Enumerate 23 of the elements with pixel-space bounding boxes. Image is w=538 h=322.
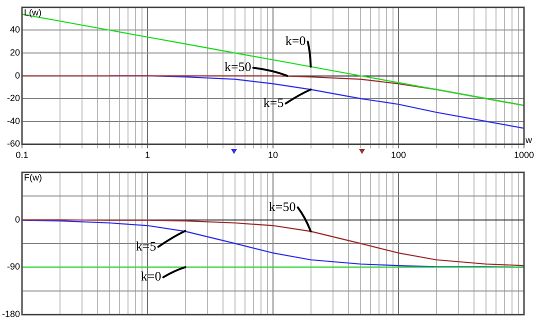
x-tick-label: 1 [144, 150, 150, 160]
y-tick-label: 0 [14, 70, 20, 80]
y-tick-label: -60 [6, 138, 20, 149]
y-tick-label: 20 [10, 47, 20, 58]
y-tick-label: 0 [14, 214, 20, 224]
y-tick-label: -90 [6, 262, 20, 272]
y-tick-label: 40 [10, 24, 20, 35]
y-tick-label: -40 [6, 116, 20, 126]
x-tick-label: 100 [390, 150, 406, 160]
y-tick-label: -180 [2, 309, 20, 320]
y-axis-title: L(w) [24, 7, 42, 18]
x-tick-label: 0.1 [16, 150, 28, 160]
annotation: k=5 [136, 238, 156, 254]
annotation: k=0 [140, 268, 162, 284]
y-tick-label: -20 [6, 93, 20, 104]
annotation: k=50 [268, 198, 296, 214]
x-tick-label: 1000 [514, 150, 534, 160]
x-tick-label: 10 [268, 150, 278, 160]
annotation: k=0 [285, 33, 306, 48]
x-axis-title: w [524, 135, 532, 146]
annotation: k=50 [224, 59, 252, 74]
y-axis-title: F(w) [24, 172, 42, 182]
annotation: k=5 [263, 94, 284, 110]
